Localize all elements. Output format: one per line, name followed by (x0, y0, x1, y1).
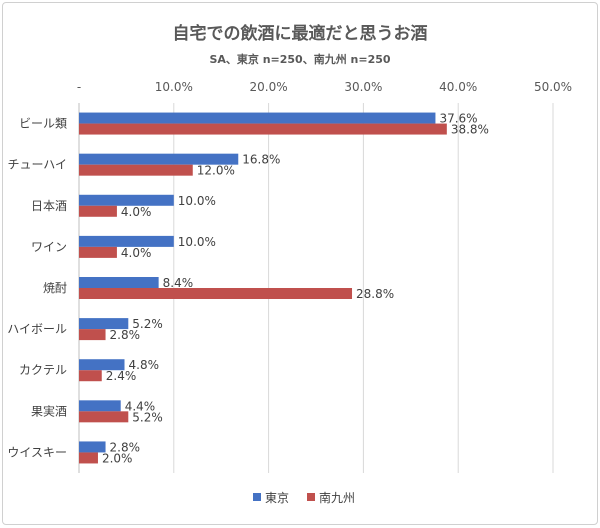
data-label: 2.8% (110, 440, 141, 454)
bar-minami-kyushu (79, 246, 117, 258)
bar-tokyo (79, 194, 174, 206)
data-label: 2.8% (110, 328, 141, 342)
bar-tokyo (79, 112, 436, 124)
data-label: 2.4% (106, 369, 137, 383)
category-label: ビール類 (19, 117, 67, 131)
bar-minami-kyushu (79, 288, 353, 299)
bar-minami-kyushu (79, 411, 129, 423)
legend-swatch (307, 493, 315, 501)
data-label: 4.0% (121, 205, 152, 219)
category-label: カクテル (19, 363, 67, 377)
bar-tokyo (79, 153, 239, 165)
data-label: 37.6% (439, 112, 477, 126)
data-label: 10.0% (178, 194, 216, 208)
category-label: ワイン (31, 240, 67, 254)
x-tick-label: - (77, 80, 81, 94)
category-label: 果実酒 (31, 403, 67, 418)
data-label: 8.4% (163, 276, 194, 290)
x-tick-label: 30.0% (344, 80, 382, 94)
bar-tokyo (79, 277, 159, 288)
legend-swatch (253, 493, 261, 501)
bar-minami-kyushu (79, 452, 98, 464)
legend-label: 東京 (265, 491, 289, 505)
bar-tokyo (79, 400, 121, 412)
category-label: 焼酎 (43, 280, 67, 295)
bar-tokyo (79, 318, 129, 330)
bar-minami-kyushu (79, 329, 106, 341)
bar-minami-kyushu (79, 164, 193, 176)
data-label: 12.0% (197, 164, 235, 178)
bar-minami-kyushu (79, 370, 102, 382)
data-label: 4.0% (121, 246, 152, 260)
x-tick-label: 50.0% (534, 80, 572, 94)
chart-title: 自宅での飲酒に最適だと思うお酒 (173, 23, 428, 44)
data-label: 38.8% (451, 123, 489, 137)
data-label: 16.8% (242, 153, 280, 167)
chart-subtitle: SA、東京 n=250、南九州 n=250 (209, 52, 390, 66)
bar-minami-kyushu (79, 123, 447, 135)
data-label: 10.0% (178, 235, 216, 249)
data-label: 4.8% (129, 358, 160, 372)
data-label: 5.2% (132, 317, 163, 331)
data-label: 2.0% (102, 451, 132, 465)
x-tick-label: 10.0% (155, 80, 193, 94)
x-tick-label: 20.0% (250, 80, 288, 94)
legend-label: 南九州 (319, 490, 355, 505)
category-label: ハイボール (7, 322, 67, 336)
data-label: 5.2% (132, 410, 163, 424)
bar-minami-kyushu (79, 205, 117, 217)
bar-tokyo (79, 359, 125, 371)
data-label: 4.4% (125, 399, 156, 413)
category-label: チューハイ (7, 158, 67, 172)
data-label: 28.8% (356, 287, 394, 301)
bar-tokyo (79, 441, 106, 453)
category-label: 日本酒 (31, 199, 67, 213)
x-tick-label: 40.0% (439, 80, 477, 94)
category-label: ウイスキー (7, 445, 67, 459)
bar-tokyo (79, 235, 174, 247)
bar-chart: 自宅での飲酒に最適だと思うお酒 SA、東京 n=250、南九州 n=250 - 1… (7, 23, 572, 505)
